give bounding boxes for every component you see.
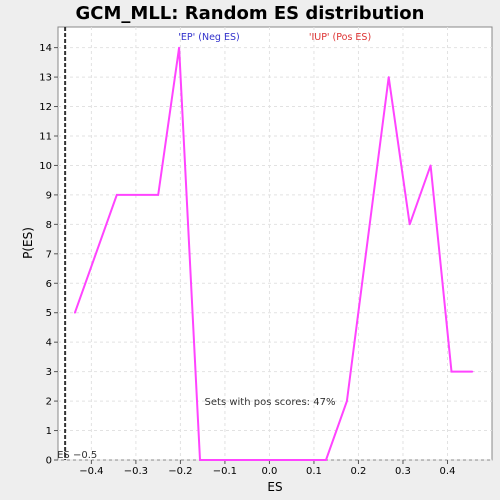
data-point xyxy=(325,459,327,461)
x-tick-label: −0.1 xyxy=(213,466,237,477)
pos-fraction-note: Sets with pos scores: 47% xyxy=(205,397,336,408)
y-tick-label: 13 xyxy=(39,73,52,84)
data-point xyxy=(450,370,453,373)
x-axis-ticks: −0.4 −0.3 −0.2 −0.1 0.0 0.1 0.2 0.3 0.4 xyxy=(79,460,455,477)
x-tick-label: −0.4 xyxy=(79,466,103,477)
y-tick-label: 12 xyxy=(39,102,52,113)
x-axis-label: ES xyxy=(267,480,282,494)
x-tick-label: 0.2 xyxy=(351,466,367,477)
es-marker-label: ES −0.5 xyxy=(57,450,97,461)
data-point xyxy=(429,164,432,167)
y-tick-label: 4 xyxy=(46,338,52,349)
y-tick-label: 14 xyxy=(39,43,52,54)
data-point xyxy=(471,370,474,373)
data-point xyxy=(115,193,118,196)
x-tick-label: −0.2 xyxy=(168,466,192,477)
grid xyxy=(58,27,492,461)
y-tick-label: 11 xyxy=(39,131,52,142)
y-tick-label: 5 xyxy=(46,308,52,319)
data-point xyxy=(74,311,76,314)
y-tick-label: 0 xyxy=(46,456,52,467)
data-point xyxy=(199,459,201,461)
neg-es-annotation: 'EP' (Neg ES) xyxy=(178,32,239,43)
data-point xyxy=(387,76,390,78)
x-tick-label: 0.3 xyxy=(395,466,411,477)
y-tick-label: 3 xyxy=(46,367,52,378)
data-point xyxy=(157,193,160,196)
data-point xyxy=(178,46,180,49)
plot-area xyxy=(57,26,493,461)
y-axis-label: P(ES) xyxy=(21,227,35,259)
data-point xyxy=(345,400,348,402)
series-points xyxy=(74,46,474,461)
y-tick-label: 2 xyxy=(46,397,52,408)
x-tick-label: 0.1 xyxy=(306,466,322,477)
y-tick-label: 8 xyxy=(46,220,52,231)
y-tick-label: 10 xyxy=(39,161,52,172)
x-tick-label: 0.0 xyxy=(261,466,277,477)
y-tick-label: 7 xyxy=(46,249,52,260)
series-line xyxy=(73,47,473,461)
y-tick-label: 6 xyxy=(46,279,52,290)
data-point xyxy=(408,223,411,226)
pos-es-annotation: 'IUP' (Pos ES) xyxy=(309,32,371,43)
x-tick-label: −0.3 xyxy=(124,466,148,477)
x-tick-label: 0.4 xyxy=(440,466,456,477)
chart-title: GCM_MLL: Random ES distribution xyxy=(76,3,425,24)
y-tick-label: 9 xyxy=(46,190,52,201)
y-tick-label: 1 xyxy=(46,426,52,437)
